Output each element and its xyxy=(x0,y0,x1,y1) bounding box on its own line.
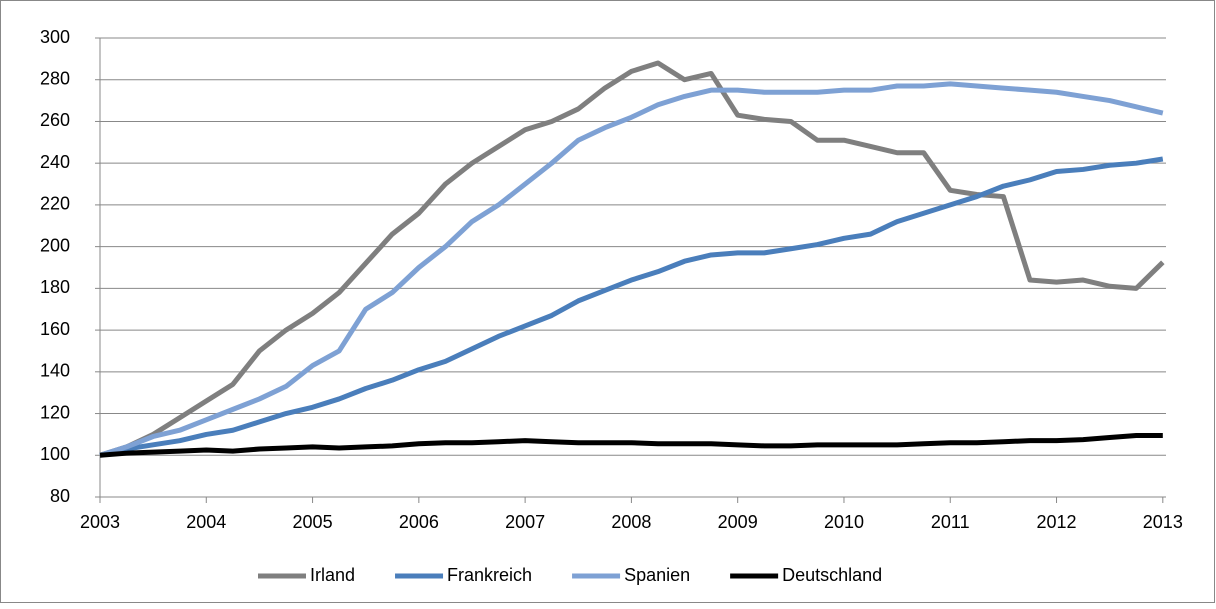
x-tick-label: 2005 xyxy=(293,512,333,532)
x-tick-label: 2009 xyxy=(718,512,758,532)
y-tick-label: 220 xyxy=(40,194,70,214)
x-tick-label: 2007 xyxy=(505,512,545,532)
x-tick-label: 2006 xyxy=(399,512,439,532)
y-tick-label: 140 xyxy=(40,361,70,381)
y-tick-label: 160 xyxy=(40,319,70,339)
y-tick-label: 280 xyxy=(40,68,70,88)
x-tick-label: 2008 xyxy=(611,512,651,532)
y-tick-label: 260 xyxy=(40,110,70,130)
legend-label: Frankreich xyxy=(447,565,532,585)
y-tick-label: 180 xyxy=(40,277,70,297)
y-tick-label: 240 xyxy=(40,152,70,172)
x-tick-label: 2012 xyxy=(1037,512,1077,532)
series-line xyxy=(99,81,1164,458)
x-tick-label: 2004 xyxy=(186,512,226,532)
x-tick-label: 2013 xyxy=(1143,512,1183,532)
x-tick-label: 2010 xyxy=(824,512,864,532)
x-tick-label: 2011 xyxy=(931,512,970,532)
legend-label: Irland xyxy=(310,565,355,585)
legend-label: Spanien xyxy=(624,565,690,585)
y-tick-label: 300 xyxy=(40,27,70,47)
x-tick-label: 2003 xyxy=(80,512,120,532)
legend-label: Deutschland xyxy=(782,565,882,585)
y-tick-label: 200 xyxy=(40,235,70,255)
series-line xyxy=(99,156,1164,458)
y-tick-label: 80 xyxy=(50,486,70,506)
y-tick-label: 120 xyxy=(40,402,70,422)
series-line xyxy=(99,432,1163,458)
y-tick-label: 100 xyxy=(40,444,70,464)
